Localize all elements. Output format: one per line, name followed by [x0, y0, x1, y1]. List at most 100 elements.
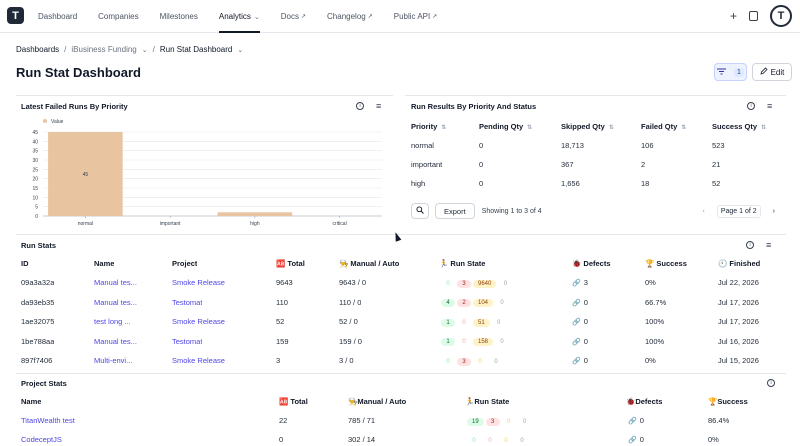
bar-normal[interactable]	[48, 132, 123, 216]
failed-runs-title: Latest Failed Runs By Priority	[21, 102, 128, 111]
column-header[interactable]: ID	[21, 259, 29, 268]
table-row: important 0 367 2 21	[411, 155, 791, 174]
run-finished: Jul 17, 2026	[718, 317, 759, 326]
nav-companies-label: Companies	[98, 12, 139, 21]
nav-public-api[interactable]: Public API ↗	[394, 0, 438, 33]
project-link[interactable]: Testomat	[172, 297, 203, 307]
export-button[interactable]: Export	[435, 203, 475, 219]
breadcrumb-group[interactable]: iBusiness Funding	[71, 45, 137, 54]
sort-icon: ⇅	[527, 125, 533, 131]
project-link[interactable]: Testomat	[172, 336, 203, 346]
plus-icon[interactable]: +	[729, 9, 737, 23]
column-header[interactable]: 🐞Defects	[626, 397, 663, 406]
search-button[interactable]	[411, 203, 429, 219]
table-row[interactable]: 09a3a32a Manual tes... Smoke Release 9643 96…	[21, 273, 786, 292]
column-header[interactable]: 🏃 Run State	[439, 259, 486, 268]
project-success: 0%	[708, 435, 719, 444]
table-row[interactable]: 897f7406 Multi-envi... Smoke Release 3 3 / 0…	[21, 351, 786, 370]
table-row[interactable]: 1be788aa Manual tes... Testomat 159 159 / 0 1…	[21, 332, 786, 351]
chevron-right-icon[interactable]: ›	[772, 207, 775, 215]
pending-badge: 0	[523, 418, 527, 425]
project-name-link[interactable]: CodeceptJS	[21, 435, 62, 444]
app-logo[interactable]: T	[7, 7, 24, 24]
project-defects[interactable]: 🔗 0	[628, 416, 644, 425]
sort-icon: ⇅	[608, 125, 614, 131]
run-defects[interactable]: 🔗 0	[572, 317, 588, 326]
run-name-link[interactable]: Manual tes...	[94, 336, 137, 346]
column-header[interactable]: 🆎 Total	[276, 259, 305, 268]
project-link[interactable]: Smoke Release	[172, 278, 225, 287]
bar-high[interactable]	[217, 212, 293, 216]
table-cell: 1,656	[561, 179, 580, 188]
link-icon: 🔗	[572, 319, 581, 326]
column-header[interactable]: 🕙 Finished	[718, 259, 761, 268]
breadcrumb-root[interactable]: Dashboards	[16, 45, 60, 54]
menu-icon[interactable]: ≡	[766, 240, 772, 250]
column-header[interactable]: Name	[94, 259, 115, 268]
nav-changelog[interactable]: Changelog ↗	[327, 0, 373, 33]
project-link[interactable]: Smoke Release	[172, 356, 225, 365]
info-icon[interactable]: i	[746, 241, 754, 249]
column-header[interactable]: Pending Qty ⇅	[479, 122, 561, 131]
link-icon: 🔗	[628, 418, 637, 425]
table-row[interactable]: CodeceptJS 0 302 / 14 0 0 0 0 🔗 0 0%	[21, 430, 786, 446]
run-name-link[interactable]: Multi-envi...	[94, 356, 133, 365]
column-header[interactable]: 🏆 Success	[645, 259, 687, 268]
defects-count: 3	[583, 278, 588, 287]
edit-button[interactable]: Edit	[752, 63, 792, 81]
column-header[interactable]: Success Qty ⇅	[712, 122, 787, 131]
nav-companies[interactable]: Companies	[98, 0, 138, 33]
column-header[interactable]: Skipped Qty ⇅	[561, 122, 641, 131]
avatar[interactable]: T	[770, 5, 792, 27]
column-header[interactable]: 👨‍🍳 Manual / Auto	[339, 259, 400, 268]
run-name-link[interactable]: Manual tes...	[94, 297, 137, 307]
chevron-down-icon[interactable]: ⌄	[141, 46, 148, 54]
nav-milestones[interactable]: Milestones	[160, 0, 198, 33]
nav-analytics[interactable]: Analytics ⌄	[218, 0, 260, 33]
column-header[interactable]: 🆎 Total	[279, 397, 308, 406]
legend-swatch[interactable]	[43, 119, 47, 123]
project-name-link[interactable]: TitanWealth test	[21, 416, 75, 425]
column-header[interactable]: 👨‍🍳Manual / Auto	[348, 397, 407, 406]
chevron-left-icon[interactable]: ‹	[702, 207, 705, 215]
run-defects[interactable]: 🔗 0	[572, 298, 588, 307]
menu-icon[interactable]: ≡	[767, 101, 773, 111]
column-header[interactable]: 🏆Success	[708, 397, 748, 406]
column-header-label: Success Qty	[712, 122, 758, 131]
nav-dashboard[interactable]: Dashboard	[38, 0, 77, 33]
run-id: 1ae32075	[21, 317, 55, 326]
table-row[interactable]: da93eb35 Manual tes... Testomat 110 110 / 0 4…	[21, 293, 786, 312]
nav-docs[interactable]: Docs ↗	[281, 0, 306, 33]
run-success: 0%	[645, 278, 656, 287]
info-icon[interactable]: i	[747, 102, 755, 110]
column-header[interactable]: Failed Qty ⇅	[641, 122, 712, 131]
run-defects[interactable]: 🔗 0	[572, 356, 588, 365]
column-header[interactable]: 🐞 Defects	[572, 259, 611, 268]
table-header-row: ID Name Project 🆎 Total 👨‍🍳 Manual / Aut…	[21, 254, 786, 273]
document-icon[interactable]	[749, 11, 758, 21]
table-row[interactable]: TitanWealth test 22 785 / 71 19 3 0 0 🔗 0 86.4%	[21, 411, 786, 430]
column-header[interactable]: Priority ⇅	[411, 122, 479, 131]
menu-icon[interactable]: ≡	[376, 101, 382, 111]
info-icon[interactable]: i	[767, 379, 775, 387]
project-link[interactable]: Smoke Release	[172, 317, 225, 326]
run-defects[interactable]: 🔗 0	[572, 337, 588, 346]
column-header[interactable]: Name	[21, 397, 42, 406]
project-defects[interactable]: 🔗 0	[628, 435, 644, 444]
run-name-link[interactable]: test long ...	[94, 317, 131, 326]
run-total: 9643	[276, 278, 293, 287]
defects-count: 0	[639, 435, 644, 444]
nav-milestones-label: Milestones	[159, 12, 198, 21]
run-defects[interactable]: 🔗 3	[572, 278, 588, 287]
column-header[interactable]: Project	[172, 259, 198, 268]
chevron-down-icon[interactable]: ⌄	[237, 46, 244, 54]
table-row: high 0 1,656 18 52	[411, 174, 791, 193]
run-name-link[interactable]: Manual tes...	[94, 278, 137, 287]
breadcrumb-current[interactable]: Run Stat Dashboard	[159, 45, 233, 54]
column-header[interactable]: 🏃Run State	[465, 397, 510, 406]
defects-count: 0	[583, 336, 588, 346]
info-icon[interactable]: i	[356, 102, 364, 110]
table-row[interactable]: 1ae32075 test long ... Smoke Release 52 52 /…	[21, 312, 786, 331]
filter-button[interactable]: 1	[714, 63, 747, 81]
